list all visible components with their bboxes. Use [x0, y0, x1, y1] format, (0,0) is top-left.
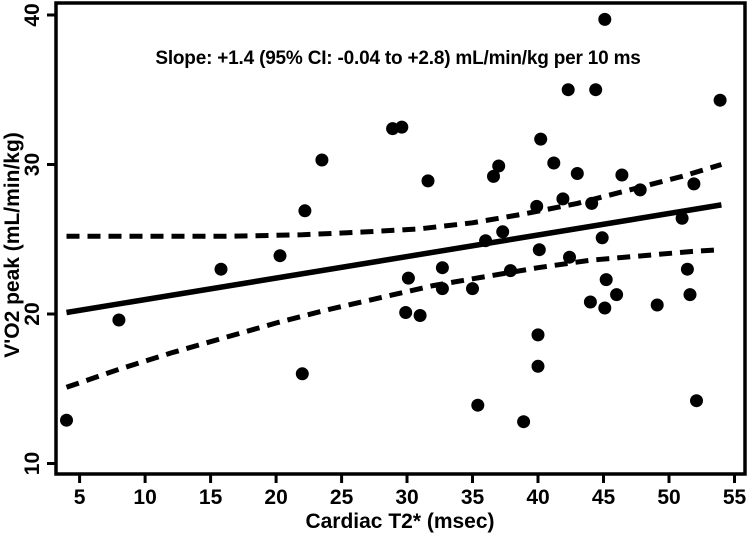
x-tick-label: 5: [74, 486, 86, 509]
plot-frame: [54, 1, 747, 476]
data-point: [556, 192, 570, 206]
data-point: [504, 264, 517, 278]
data-point: [492, 159, 506, 173]
data-point: [60, 413, 73, 427]
data-point: [401, 271, 415, 285]
data-point: [532, 243, 546, 257]
slope-annotation: Slope: +1.4 (95% CI: -0.04 to +2.8) mL/m…: [155, 48, 640, 69]
data-point: [610, 288, 624, 302]
data-point: [298, 204, 312, 218]
x-tick-label: 50: [657, 486, 680, 509]
data-point: [650, 298, 664, 312]
data-point: [214, 262, 228, 276]
data-point: [273, 249, 287, 263]
data-point: [466, 282, 479, 296]
data-point: [589, 83, 603, 97]
x-tick-label: 25: [330, 486, 354, 509]
data-point: [687, 177, 701, 191]
y-axis-ticks: 10 20 30 40: [21, 3, 56, 475]
data-point: [713, 93, 727, 107]
data-point: [471, 398, 485, 412]
data-point: [435, 261, 449, 275]
x-tick-label: 45: [592, 486, 616, 509]
y-tick-label: 30: [21, 153, 44, 176]
data-point: [435, 282, 449, 296]
data-point: [599, 273, 613, 287]
data-point: [487, 169, 500, 183]
data-points: [60, 12, 727, 429]
data-point: [421, 174, 435, 188]
ci-lower-line: [65, 247, 722, 390]
x-tick-label: 30: [395, 486, 418, 509]
regression-line: [66, 202, 722, 316]
data-point: [530, 199, 544, 213]
data-point: [395, 120, 409, 134]
y-tick-label: 40: [21, 3, 44, 26]
data-point: [585, 196, 599, 210]
data-point: [598, 301, 612, 315]
x-tick-label: 35: [461, 486, 485, 509]
data-point: [633, 183, 647, 197]
x-axis-ticks: 5 10 15 20 25 30 35 40 45 50 55: [74, 474, 747, 509]
data-point: [295, 367, 309, 381]
y-tick-label: 10: [21, 452, 44, 475]
data-point: [399, 306, 413, 319]
data-point: [563, 250, 576, 264]
data-point: [680, 262, 694, 276]
y-tick-label: 20: [21, 302, 44, 325]
regression-solid: [66, 202, 722, 316]
data-point: [570, 167, 584, 180]
data-point: [547, 156, 561, 170]
x-tick-label: 10: [133, 486, 156, 509]
x-axis-label: Cardiac T2* (msec): [305, 510, 494, 533]
data-point: [683, 288, 697, 302]
data-point: [675, 211, 689, 225]
data-point: [595, 231, 609, 245]
data-point: [615, 168, 629, 182]
data-point: [315, 153, 329, 167]
data-point: [534, 132, 548, 146]
x-tick-label: 20: [264, 486, 287, 509]
y-axis-label: V'O2 peak (mL/min/kg): [1, 132, 24, 358]
data-point: [517, 415, 531, 429]
x-tick-label: 55: [723, 486, 747, 509]
data-point: [479, 234, 493, 248]
ci-lower-dashed: [65, 247, 722, 390]
data-point: [561, 83, 575, 97]
data-point: [598, 12, 612, 26]
data-point: [413, 309, 427, 322]
data-point: [690, 394, 703, 408]
data-point: [531, 328, 545, 342]
data-point: [496, 225, 510, 239]
data-point: [112, 313, 126, 327]
data-point: [583, 295, 597, 309]
x-tick-label: 15: [199, 486, 223, 509]
data-point: [531, 359, 545, 373]
x-tick-label: 40: [526, 486, 549, 509]
